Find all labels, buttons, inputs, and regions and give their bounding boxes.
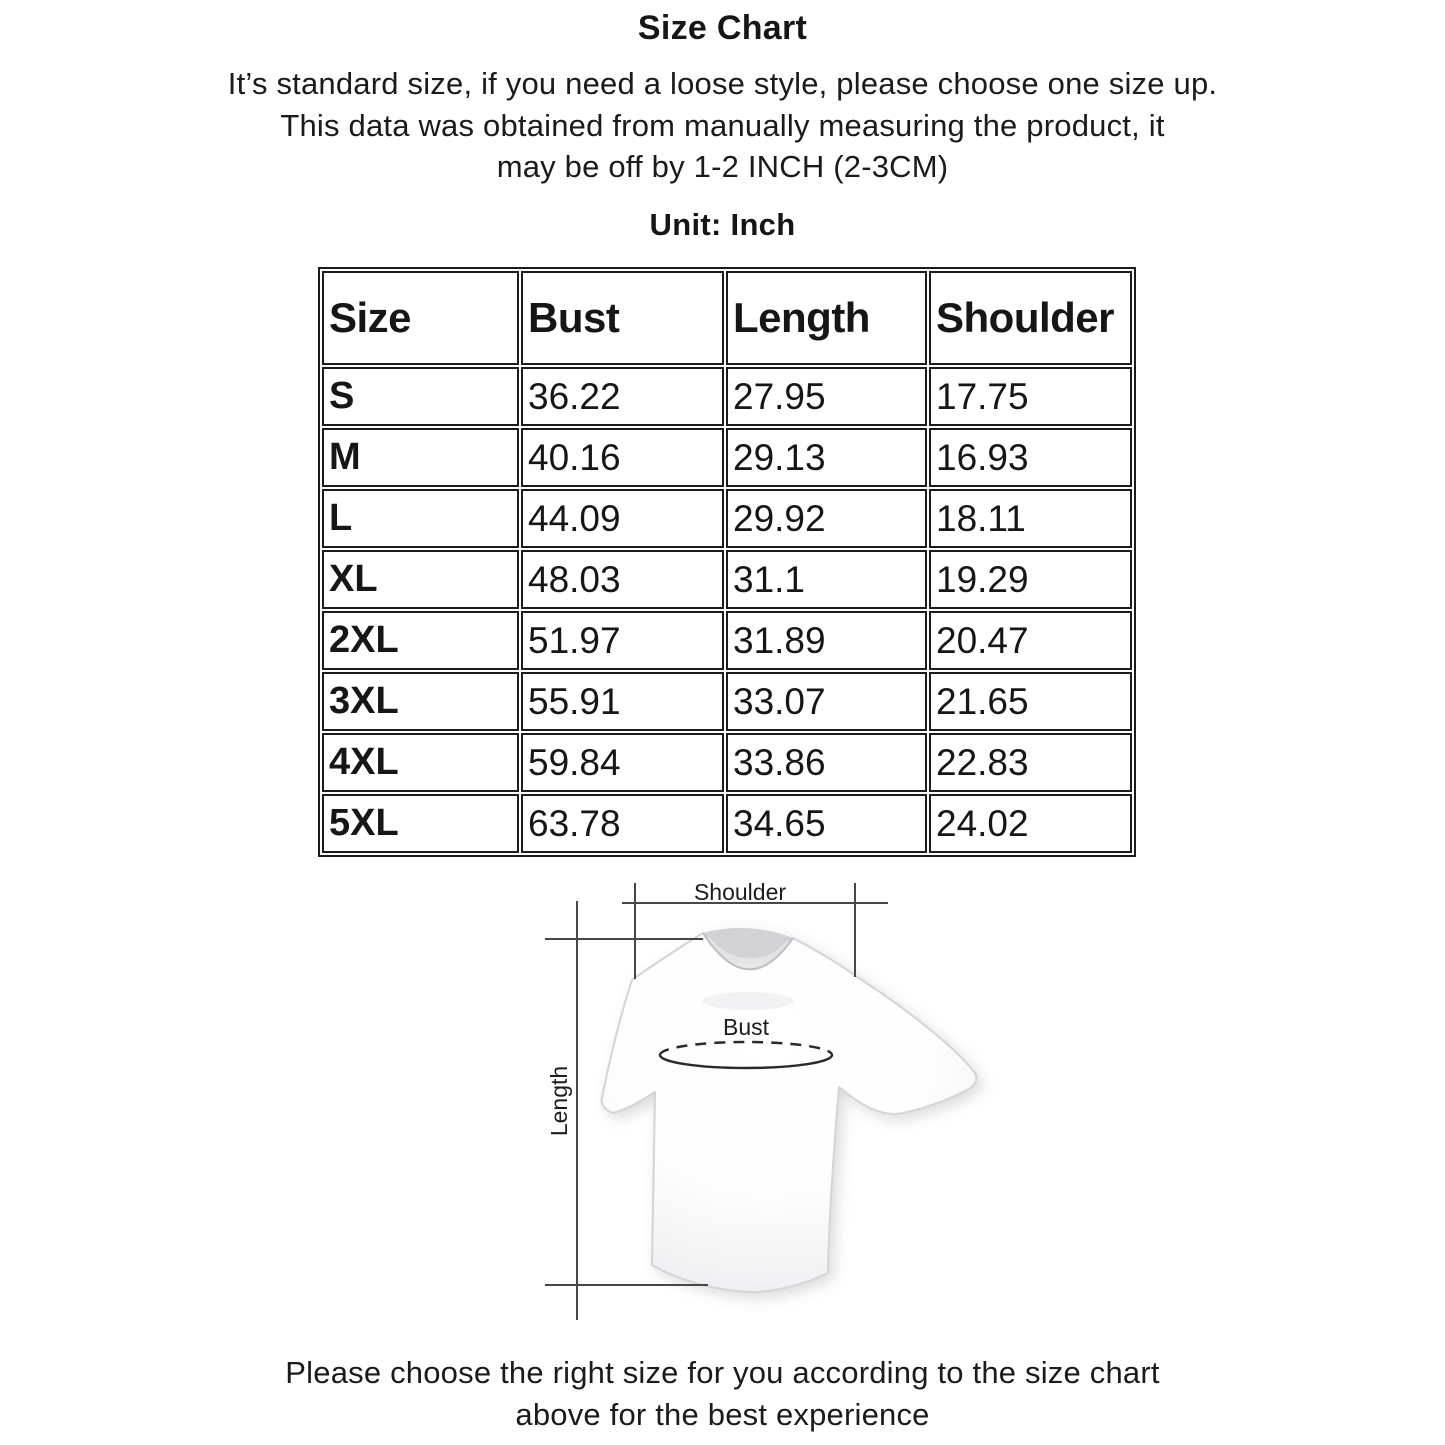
note-line: may be off by 1-2 INCH (2-3CM) [496, 149, 949, 184]
shoulder-cell: 16.93 [929, 428, 1132, 487]
collar-band [702, 932, 794, 971]
size-note: It’s standard size, if you need a loose … [0, 63, 1445, 188]
length-cell: 29.92 [726, 489, 927, 548]
bust-cell: 59.84 [521, 733, 724, 792]
length-label: Length [546, 1066, 572, 1136]
page-title: Size Chart [637, 9, 808, 47]
column-header-size: Size [322, 271, 519, 365]
bust-cell: 48.03 [521, 550, 724, 609]
bust-cell: 36.22 [521, 367, 724, 426]
bust-cell: 44.09 [521, 489, 724, 548]
length-cell: 27.95 [726, 367, 927, 426]
table-row: 5XL 63.78 34.65 24.02 [322, 794, 1132, 853]
length-cell: 34.65 [726, 794, 927, 853]
measurement-diagram: Shoulder Bust Length [545, 879, 978, 1320]
size-cell: S [322, 367, 519, 426]
table-row: 3XL 55.91 33.07 21.65 [322, 672, 1132, 731]
bust-ellipse-solid-arc [658, 1054, 834, 1070]
size-table: Size Bust Length Shoulder S 36.22 27.95 … [318, 267, 1136, 857]
bust-cell: 40.16 [521, 428, 724, 487]
size-cell: XL [322, 550, 519, 609]
shoulder-cell: 21.65 [929, 672, 1132, 731]
length-cell: 33.86 [726, 733, 927, 792]
bust-measure-ellipse [658, 1040, 834, 1070]
size-cell: 3XL [322, 672, 519, 731]
table-row: 4XL 59.84 33.86 22.83 [322, 733, 1132, 792]
bust-label: Bust [723, 1014, 770, 1040]
footer-note: Please choose the right size for you acc… [0, 1352, 1445, 1436]
column-header-bust: Bust [521, 271, 724, 365]
size-cell: 2XL [322, 611, 519, 670]
table-row: XL 48.03 31.1 19.29 [322, 550, 1132, 609]
size-cell: 5XL [322, 794, 519, 853]
shoulder-cell: 18.11 [929, 489, 1132, 548]
tshirt-body [600, 932, 978, 1294]
note-line: It’s standard size, if you need a loose … [227, 66, 1218, 101]
length-cell: 31.1 [726, 550, 927, 609]
table-row: M 40.16 29.13 16.93 [322, 428, 1132, 487]
tshirt-graphic [600, 928, 978, 1294]
collar-opening [703, 928, 793, 959]
footer-line: Please choose the right size for you acc… [285, 1355, 1160, 1390]
table-row: S 36.22 27.95 17.75 [322, 367, 1132, 426]
bust-cell: 55.91 [521, 672, 724, 731]
size-cell: 4XL [322, 733, 519, 792]
bust-cell: 51.97 [521, 611, 724, 670]
shoulder-cell: 17.75 [929, 367, 1132, 426]
collar-shadow [702, 992, 794, 1010]
collar-inner-rim [707, 936, 789, 964]
measurement-lines [545, 883, 888, 1320]
shoulder-label: Shoulder [694, 879, 786, 905]
shoulder-cell: 24.02 [929, 794, 1132, 853]
note-line: This data was obtained from manually mea… [280, 107, 1165, 143]
length-cell: 31.89 [726, 611, 927, 670]
table-header-row: Size Bust Length Shoulder [322, 271, 1132, 365]
length-cell: 29.13 [726, 428, 927, 487]
size-cell: L [322, 489, 519, 548]
size-cell: M [322, 428, 519, 487]
column-header-shoulder: Shoulder [929, 271, 1132, 365]
column-header-length: Length [726, 271, 927, 365]
footer-line: above for the best experience [515, 1397, 930, 1432]
shoulder-cell: 22.83 [929, 733, 1132, 792]
length-cell: 33.07 [726, 672, 927, 731]
shoulder-cell: 19.29 [929, 550, 1132, 609]
unit-label: Unit: Inch [649, 207, 796, 242]
table-row: L 44.09 29.92 18.11 [322, 489, 1132, 548]
table-row: 2XL 51.97 31.89 20.47 [322, 611, 1132, 670]
shoulder-cell: 20.47 [929, 611, 1132, 670]
bust-cell: 63.78 [521, 794, 724, 853]
